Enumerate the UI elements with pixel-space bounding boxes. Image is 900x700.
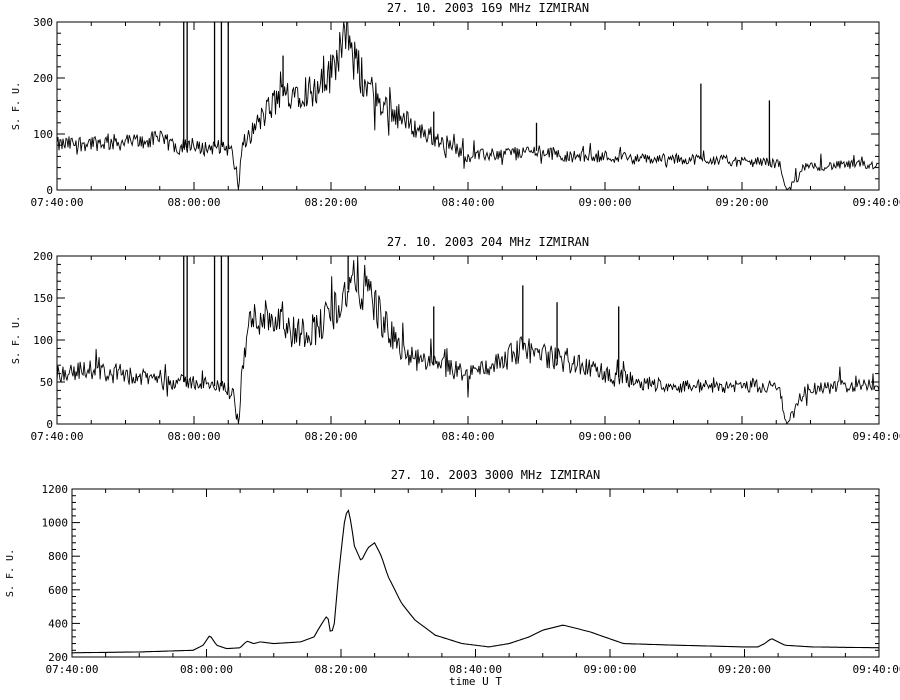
x-tick-label: 09:40:00 — [853, 430, 900, 443]
x-tick-label: 08:40:00 — [442, 430, 495, 443]
y-tick-label: 200 — [33, 250, 53, 263]
x-tick-label: 09:40:00 — [853, 196, 900, 209]
x-tick-label: 09:00:00 — [584, 663, 637, 676]
y-tick-label: 150 — [33, 292, 53, 305]
y-axis-label: S. F. U. — [11, 316, 22, 364]
y-tick-label: 400 — [48, 617, 68, 630]
y-tick-label: 800 — [48, 550, 68, 563]
x-tick-label: 09:40:00 — [853, 663, 900, 676]
x-tick-label: 08:00:00 — [180, 663, 233, 676]
chart-title: 27. 10. 2003 169 MHz IZMIRAN — [387, 1, 589, 15]
y-axis-label: S. F. U. — [11, 82, 22, 130]
series-line — [56, 256, 880, 425]
chart-panel-2: 27. 10. 2003 204 MHz IZMIRAN S. F. U. 07:4… — [11, 235, 900, 443]
y-axis-label: S. F. U. — [5, 549, 16, 597]
chart-title: 27. 10. 2003 204 MHz IZMIRAN — [387, 235, 589, 249]
x-tick-label: 08:20:00 — [305, 430, 358, 443]
x-tick-label: 08:40:00 — [442, 196, 495, 209]
x-tick-label: 07:40:00 — [31, 430, 84, 443]
y-tick-label: 100 — [33, 334, 53, 347]
x-axis-label: time U T — [449, 675, 502, 688]
x-tick-label: 08:20:00 — [315, 663, 368, 676]
plot-frame — [56, 21, 880, 191]
y-tick-label: 1200 — [42, 483, 69, 496]
plot-frame — [71, 488, 880, 658]
y-tick-label: 0 — [46, 184, 53, 197]
x-tick-label: 09:00:00 — [579, 196, 632, 209]
y-tick-label: 200 — [48, 651, 68, 664]
series-line — [56, 21, 879, 191]
x-tick-label: 07:40:00 — [46, 663, 99, 676]
x-tick-label: 08:40:00 — [449, 663, 502, 676]
y-tick-label: 300 — [33, 16, 53, 29]
y-tick-label: 0 — [46, 418, 53, 431]
y-tick-label: 1000 — [42, 517, 69, 530]
chart-panel-1: 27. 10. 2003 169 MHz IZMIRAN S. F. U. 07:4… — [11, 1, 900, 209]
x-tick-label: 08:20:00 — [305, 196, 358, 209]
chart-panel-3: 27. 10. 2003 3000 MHz IZMIRAN S. F. U. 07:… — [5, 468, 900, 688]
y-tick-label: 50 — [40, 376, 53, 389]
y-tick-label: 600 — [48, 584, 68, 597]
x-tick-label: 09:00:00 — [579, 430, 632, 443]
x-tick-label: 09:20:00 — [716, 196, 769, 209]
y-tick-label: 200 — [33, 72, 53, 85]
series-line — [72, 509, 880, 654]
x-tick-label: 08:00:00 — [168, 196, 221, 209]
x-tick-label: 07:40:00 — [31, 196, 84, 209]
x-tick-label: 09:20:00 — [718, 663, 771, 676]
y-tick-label: 100 — [33, 128, 53, 141]
x-tick-label: 08:00:00 — [168, 430, 221, 443]
chart-title: 27. 10. 2003 3000 MHz IZMIRAN — [391, 468, 601, 482]
x-tick-label: 09:20:00 — [716, 430, 769, 443]
plot-frame — [56, 255, 880, 425]
